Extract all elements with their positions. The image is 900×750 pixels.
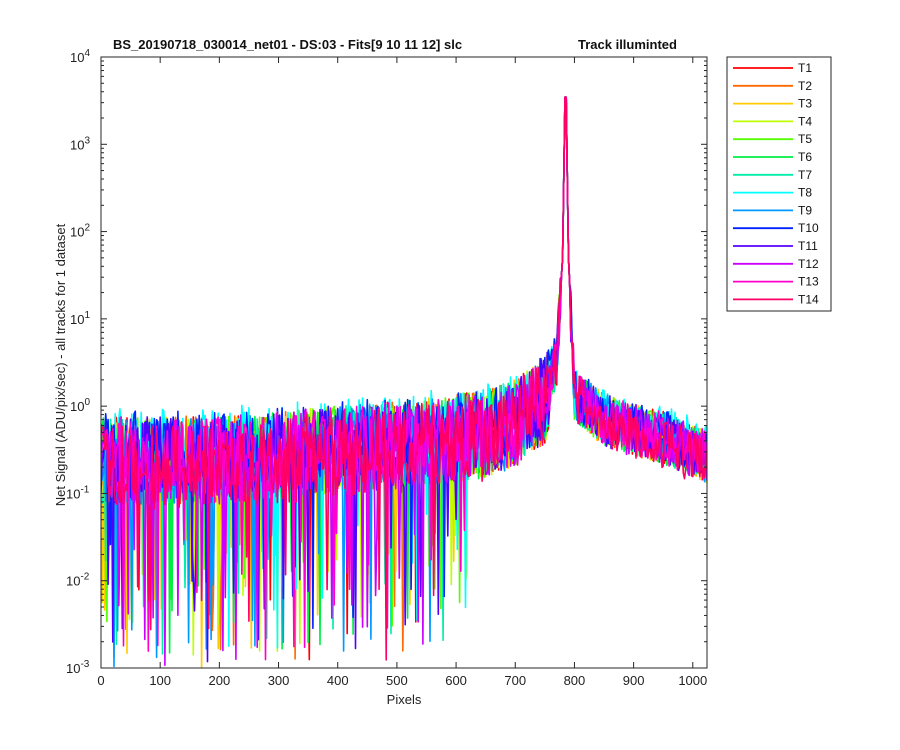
x-tick-label: 500: [386, 673, 408, 688]
x-axis-label: Pixels: [387, 692, 422, 707]
x-tick-label: 300: [268, 673, 290, 688]
legend-entry-t14: T14: [798, 292, 819, 306]
series-line-t14: [101, 96, 707, 661]
legend-box: [726, 56, 832, 312]
legend-entry-t10: T10: [798, 221, 819, 235]
y-tick-label: 104: [70, 48, 90, 65]
y-tick-label: 10-2: [66, 572, 90, 589]
x-axis: 0 100 200 300 400 500 600 700 800 900 1000: [97, 57, 707, 688]
legend-entry-t5: T5: [798, 132, 812, 146]
chart-subtitle: Track illuminted: [578, 37, 677, 52]
x-tick-label: 0: [97, 673, 104, 688]
legend-entry-t9: T9: [798, 203, 812, 217]
x-tick-label: 1000: [678, 673, 707, 688]
y-axis-label: Net Signal (ADU/pix/sec) - all tracks fo…: [53, 223, 68, 506]
y-tick-label: 101: [70, 310, 90, 327]
x-tick-label: 600: [445, 673, 467, 688]
legend-entry-t1: T1: [798, 61, 812, 75]
series-line-t12: [101, 96, 707, 667]
axes-frame: [100, 56, 708, 669]
legend-entry-t7: T7: [798, 168, 812, 182]
x-tick-label: 800: [564, 673, 586, 688]
y-tick-label: 102: [70, 223, 90, 240]
x-tick-label: 700: [504, 673, 526, 688]
legend-entry-t11: T11: [798, 239, 818, 253]
legend-entry-t6: T6: [798, 150, 812, 164]
legend-entry-t13: T13: [798, 275, 819, 289]
x-tick-label: 200: [209, 673, 231, 688]
x-tick-label: 100: [149, 673, 171, 688]
legend-entry-t8: T8: [798, 186, 812, 200]
y-tick-label: 10-1: [66, 484, 90, 501]
legend-entry-t12: T12: [798, 257, 819, 271]
legend: T1 T2 T3 T4 T5 T6 T7 T8 T9 T10 T11 T12 T13 T14: [726, 56, 832, 312]
chart-title: BS_20190718_030014_net01 - DS:03 - Fits[…: [113, 37, 462, 52]
x-tick-label: 400: [327, 673, 349, 688]
y-axis: 10-3 10-2 10-1 100 101 102 103 104: [66, 48, 707, 676]
y-tick-label: 103: [70, 135, 90, 152]
legend-entry-t4: T4: [798, 114, 812, 128]
data-traces: [101, 96, 707, 668]
y-tick-label: 100: [70, 397, 90, 414]
legend-entry-t2: T2: [798, 79, 812, 93]
y-tick-label: 10-3: [66, 659, 90, 676]
x-tick-label: 900: [623, 673, 645, 688]
legend-entry-t3: T3: [798, 97, 812, 111]
